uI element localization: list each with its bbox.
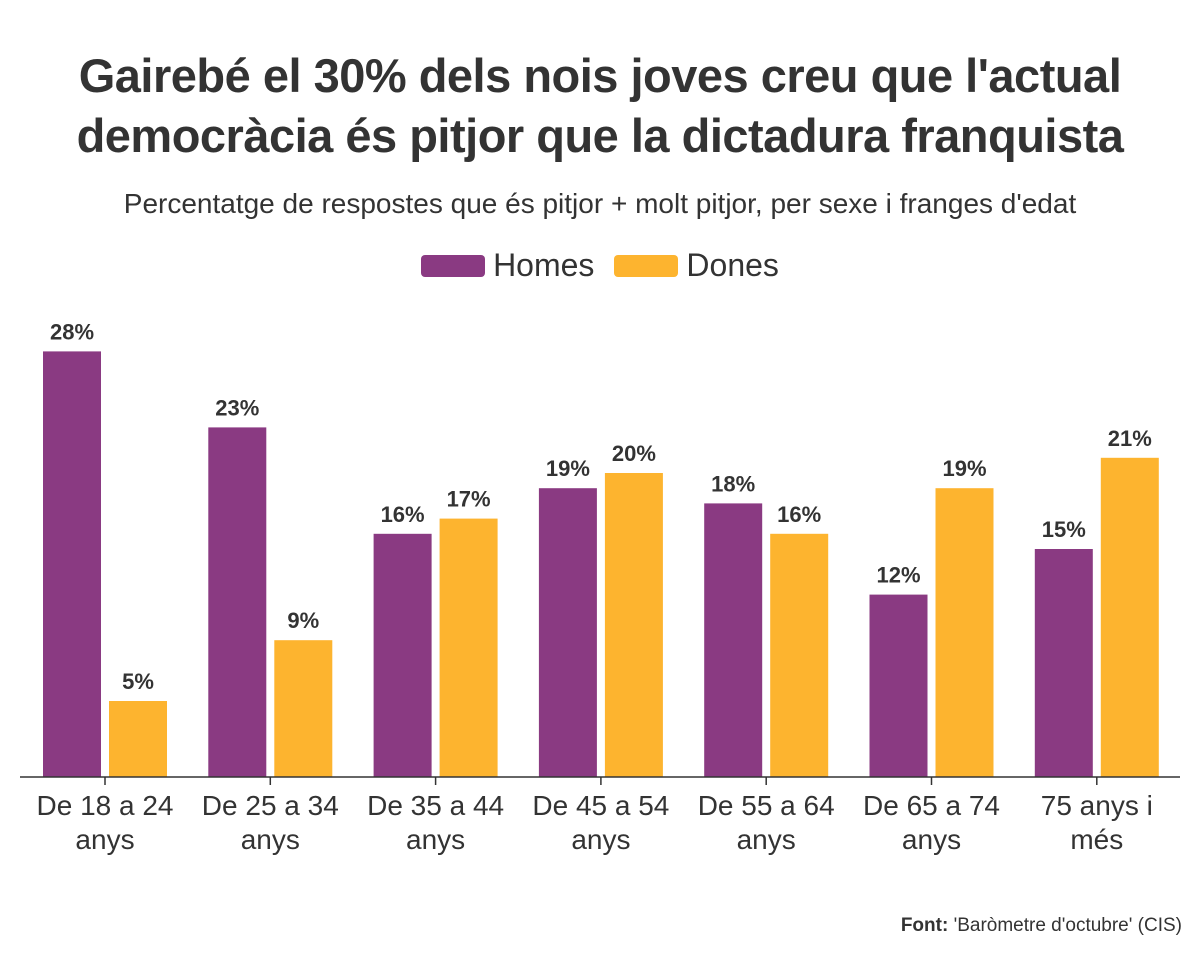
value-label-homes-0: 28% xyxy=(50,319,94,344)
x-tick-label-6-0: 75 anys i xyxy=(1041,790,1153,821)
chart-subtitle: Percentatge de respostes que és pitjor +… xyxy=(123,188,1077,219)
bar-dones-6 xyxy=(1100,457,1159,777)
x-tick-label-0-0: De 18 a 24 xyxy=(37,790,174,821)
chart-title: Gairebé el 30% dels nois joves creu que … xyxy=(0,46,1200,166)
bar-homes-2 xyxy=(373,533,432,777)
chart-title-line-2: democràcia és pitjor que la dictadura fr… xyxy=(76,109,1124,162)
value-label-dones-3: 20% xyxy=(612,441,656,466)
legend-label-homes: Homes xyxy=(493,247,595,283)
value-label-homes-4: 18% xyxy=(711,471,755,496)
value-label-dones-0: 5% xyxy=(122,669,154,694)
value-label-dones-4: 16% xyxy=(777,502,821,527)
source-label: Font: xyxy=(900,915,949,936)
x-tick-label-4-0: De 55 a 64 xyxy=(698,790,835,821)
x-tick-label-3-1: anys xyxy=(571,824,630,855)
bar-dones-1 xyxy=(274,640,333,777)
x-tick-label-2-0: De 35 a 44 xyxy=(367,790,504,821)
bar-homes-6 xyxy=(1034,549,1093,777)
x-tick-label-5-1: anys xyxy=(902,824,961,855)
chart-legend: Homes Dones xyxy=(0,247,1200,284)
x-tick-label-0-1: anys xyxy=(75,824,134,855)
legend-item-dones: Dones xyxy=(614,247,779,284)
x-tick-label-3-0: De 45 a 54 xyxy=(532,790,669,821)
x-tick-label-2-1: anys xyxy=(406,824,465,855)
x-tick-label-6-1: més xyxy=(1070,824,1123,855)
bar-dones-4 xyxy=(770,533,829,777)
bar-homes-3 xyxy=(538,488,597,777)
value-label-dones-6: 21% xyxy=(1108,426,1152,451)
legend-item-homes: Homes xyxy=(421,247,594,284)
bar-dones-0 xyxy=(109,701,167,777)
value-label-homes-6: 15% xyxy=(1042,517,1086,542)
value-label-dones-2: 17% xyxy=(447,487,491,512)
source-note: Font: 'Baròmetre d'octubre' (CIS) xyxy=(901,915,1182,937)
bar-homes-4 xyxy=(704,503,763,777)
value-label-dones-1: 9% xyxy=(287,608,319,633)
x-tick-label-1-1: anys xyxy=(241,824,300,855)
value-label-homes-1: 23% xyxy=(215,395,259,420)
value-label-homes-3: 19% xyxy=(546,456,590,481)
value-label-dones-5: 19% xyxy=(942,456,986,481)
bar-homes-0 xyxy=(43,351,101,777)
bar-dones-2 xyxy=(439,518,498,777)
legend-label-dones: Dones xyxy=(686,247,779,283)
bar-dones-3 xyxy=(604,473,663,777)
value-label-homes-2: 16% xyxy=(381,502,425,527)
legend-swatch-dones xyxy=(614,254,679,277)
bar-dones-5 xyxy=(935,488,994,777)
value-label-homes-5: 12% xyxy=(876,563,920,588)
legend-swatch-homes xyxy=(421,254,486,277)
source-text: 'Baròmetre d'octubre' (CIS) xyxy=(953,915,1182,936)
x-tick-label-5-0: De 65 a 74 xyxy=(863,790,1000,821)
x-tick-label-4-1: anys xyxy=(737,824,796,855)
chart-title-line-1: Gairebé el 30% dels nois joves creu que … xyxy=(78,49,1122,102)
x-tick-label-1-0: De 25 a 34 xyxy=(202,790,339,821)
bar-homes-5 xyxy=(869,594,928,777)
bar-homes-1 xyxy=(208,427,267,777)
